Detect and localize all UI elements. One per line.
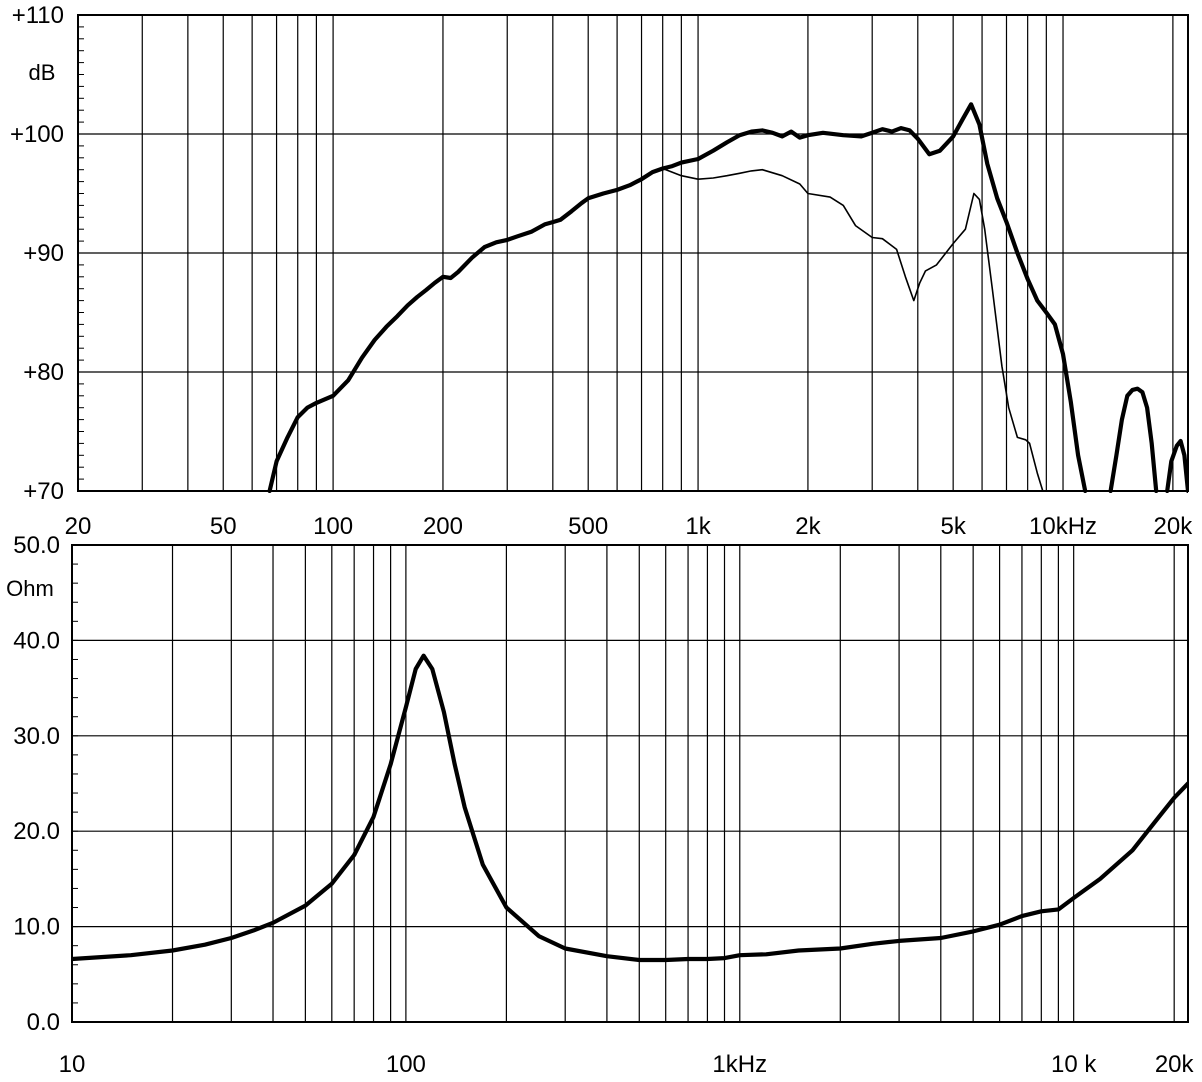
x-tick-label: 1kHz — [712, 1051, 767, 1078]
y-tick-label: +110 — [12, 2, 64, 29]
x-tick-label: 10kHz — [1029, 513, 1097, 540]
x-tick-label: 100 — [313, 513, 353, 540]
y-tick-label: +90 — [23, 240, 64, 267]
y-tick-label: 20.0 — [13, 818, 60, 845]
y-tick-label: 40.0 — [13, 627, 60, 654]
y-axis-unit-label: dB — [29, 60, 56, 85]
y-axis-unit-label: Ohm — [6, 576, 54, 601]
x-tick-label: 2k — [795, 513, 821, 540]
x-tick-label: 500 — [568, 513, 608, 540]
x-tick-label: 50 — [210, 513, 237, 540]
plot-frame — [77, 14, 1189, 492]
x-tick-label: 10 k — [1051, 1051, 1097, 1078]
x-tick-label: 10 — [59, 1051, 86, 1078]
x-tick-label: 20k — [1155, 1051, 1195, 1078]
series-line-thick — [72, 653, 1188, 963]
series-line-thick-segment-2 — [1165, 438, 1188, 493]
y-tick-label: 10.0 — [13, 914, 60, 941]
y-tick-label: +70 — [23, 478, 64, 505]
chart-panel-0: +110 +100 +90 +80 +70 dB 20 50 100 200 500 1k 2k 5k 10… — [10, 2, 1193, 540]
x-tick-label: 5k — [940, 513, 966, 540]
series-line-thick-segment-1 — [1108, 386, 1159, 493]
y-tick-label: 30.0 — [13, 723, 60, 750]
x-tick-label: 200 — [423, 513, 463, 540]
chart-panel-1: 50.0 40.0 30.0 20.0 10.0 0.0 Ohm 10 100 1kHz 10 k 2… — [6, 532, 1194, 1078]
x-tick-label: 20k — [1154, 513, 1194, 540]
y-tick-label: +100 — [10, 121, 64, 148]
x-tick-label: 1k — [685, 513, 711, 540]
y-tick-label: +80 — [23, 359, 64, 386]
x-tick-label: 100 — [386, 1051, 426, 1078]
y-tick-label: 0.0 — [27, 1009, 60, 1036]
series-line-thick — [267, 102, 1088, 493]
x-tick-label: 20 — [65, 513, 92, 540]
series-line-thin — [661, 167, 1044, 492]
y-tick-label: 50.0 — [13, 532, 60, 559]
